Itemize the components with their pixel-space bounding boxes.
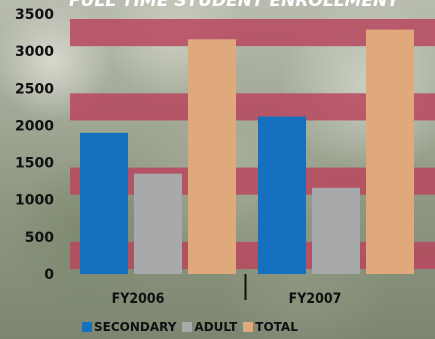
y-tick-label: 3500: [15, 7, 54, 23]
legend-label-secondary: SECONDARY: [94, 320, 177, 334]
y-tick-label: 1500: [15, 156, 54, 172]
legend-swatch-total: [243, 322, 254, 332]
y-tick-label: 2500: [15, 81, 54, 97]
bar-adult-fy2006: [134, 173, 182, 274]
bar-adult-fy2007: [312, 187, 360, 274]
x-tick-label: FY2007: [289, 291, 342, 307]
chart-title: FULL TIME STUDENT ENROLLMENT: [69, 0, 400, 11]
legend-item-secondary: SECONDARY: [82, 320, 176, 334]
bar-total-fy2006: [188, 39, 236, 274]
y-tick-label: 2000: [15, 118, 54, 134]
y-tick-label: 3000: [15, 44, 54, 60]
legend-item-total: TOTAL: [243, 320, 298, 334]
legend: SECONDARY ADULT TOTAL: [82, 317, 298, 337]
y-tick-label: 1000: [15, 193, 54, 209]
legend-label-total: TOTAL: [255, 320, 298, 334]
legend-label-adult: ADULT: [194, 320, 238, 334]
bars: [80, 29, 414, 274]
y-axis-ticks: 3500 3000 2500 2000 1500 1000 500 0: [15, 7, 54, 283]
y-tick-label: 0: [44, 267, 54, 283]
bar-secondary-fy2007: [258, 116, 306, 274]
bar-total-fy2007: [366, 29, 414, 274]
legend-swatch-adult: [182, 322, 193, 332]
bar-secondary-fy2006: [80, 132, 128, 274]
x-axis-ticks: FY2006 FY2007: [112, 291, 342, 307]
legend-item-adult: ADULT: [182, 320, 237, 334]
y-tick-label: 500: [25, 230, 54, 246]
legend-swatch-secondary: [82, 322, 92, 332]
x-tick-label: FY2006: [112, 291, 165, 307]
